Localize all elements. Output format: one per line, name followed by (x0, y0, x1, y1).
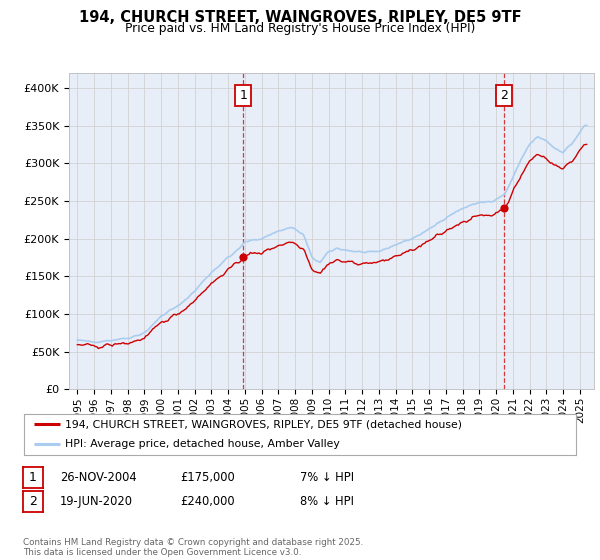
Text: 2: 2 (500, 89, 508, 102)
Point (238, 253, 248, 262)
Text: 8% ↓ HPI: 8% ↓ HPI (300, 494, 354, 508)
Text: 7% ↓ HPI: 7% ↓ HPI (300, 471, 354, 484)
Text: 1: 1 (239, 89, 247, 102)
Text: 19-JUN-2020: 19-JUN-2020 (60, 494, 133, 508)
Text: 194, CHURCH STREET, WAINGROVES, RIPLEY, DE5 9TF (detached house): 194, CHURCH STREET, WAINGROVES, RIPLEY, … (65, 419, 463, 429)
Text: Price paid vs. HM Land Registry's House Price Index (HPI): Price paid vs. HM Land Registry's House … (125, 22, 475, 35)
Text: £175,000: £175,000 (180, 471, 235, 484)
Text: 2: 2 (29, 494, 37, 508)
Text: 1: 1 (29, 471, 37, 484)
Point (499, 204, 509, 213)
Text: 26-NOV-2004: 26-NOV-2004 (60, 471, 137, 484)
Text: HPI: Average price, detached house, Amber Valley: HPI: Average price, detached house, Ambe… (65, 439, 340, 449)
Text: Contains HM Land Registry data © Crown copyright and database right 2025.
This d: Contains HM Land Registry data © Crown c… (23, 538, 363, 557)
Text: 194, CHURCH STREET, WAINGROVES, RIPLEY, DE5 9TF: 194, CHURCH STREET, WAINGROVES, RIPLEY, … (79, 10, 521, 25)
Text: £240,000: £240,000 (180, 494, 235, 508)
